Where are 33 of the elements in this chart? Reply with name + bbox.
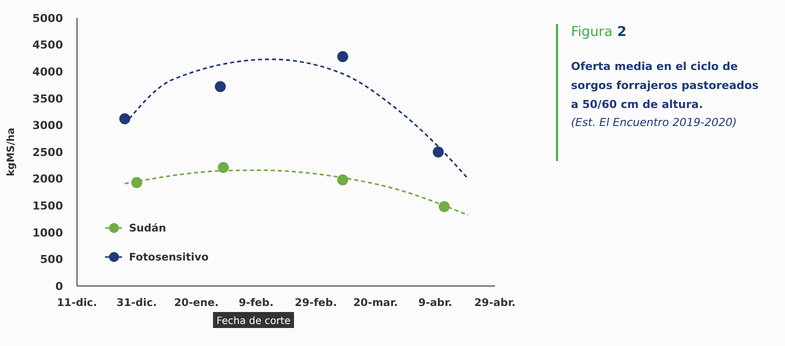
y-tick-label: 4000 <box>32 65 64 78</box>
x-tick-label: 29-abr. <box>474 297 516 309</box>
text: (Est. El Encuentro 2019-2020) <box>571 116 737 129</box>
point <box>119 113 130 124</box>
y-tick-label: 2500 <box>32 146 64 159</box>
x-axis-title: Fecha de corte <box>216 316 290 327</box>
point <box>432 146 444 158</box>
y-tick-label: 1500 <box>32 199 64 212</box>
x-tick-label: 20-ene. <box>174 297 219 309</box>
y-tick-label: 4500 <box>32 38 64 52</box>
y-tick-label: 1000 <box>32 226 64 240</box>
x-tick-label: 9-feb. <box>238 297 274 309</box>
point <box>337 174 348 186</box>
y-tick-label: 0 <box>55 280 64 293</box>
y-axis-title: kgMS/ha <box>6 128 17 176</box>
x-tick-label: 29-feb. <box>294 297 337 309</box>
x-tick-label: 31-dic. <box>116 297 157 309</box>
point <box>214 81 226 92</box>
point <box>337 51 348 62</box>
point <box>218 162 229 174</box>
y-tick-label: 3500 <box>32 92 64 106</box>
legend-label: Sudán <box>129 222 166 235</box>
y-tick-label: 3000 <box>32 119 64 132</box>
text: Figura 2 <box>571 24 627 40</box>
x-tick-label: 20-mar. <box>353 297 398 309</box>
legend-label: Fotosensitivo <box>129 252 209 264</box>
y-tick-label: 500 <box>40 253 64 266</box>
point <box>438 201 450 212</box>
text: Oferta media en el ciclo de sorgos forrajeros pastoreados a 50/60 cm de altura. <box>571 60 759 111</box>
x-tick-label: 11-dic. <box>56 297 98 309</box>
x-tick-label: 9-abr. <box>418 297 452 309</box>
y-tick-label: 2000 <box>32 172 64 186</box>
y-tick-label: 5000 <box>32 12 64 25</box>
